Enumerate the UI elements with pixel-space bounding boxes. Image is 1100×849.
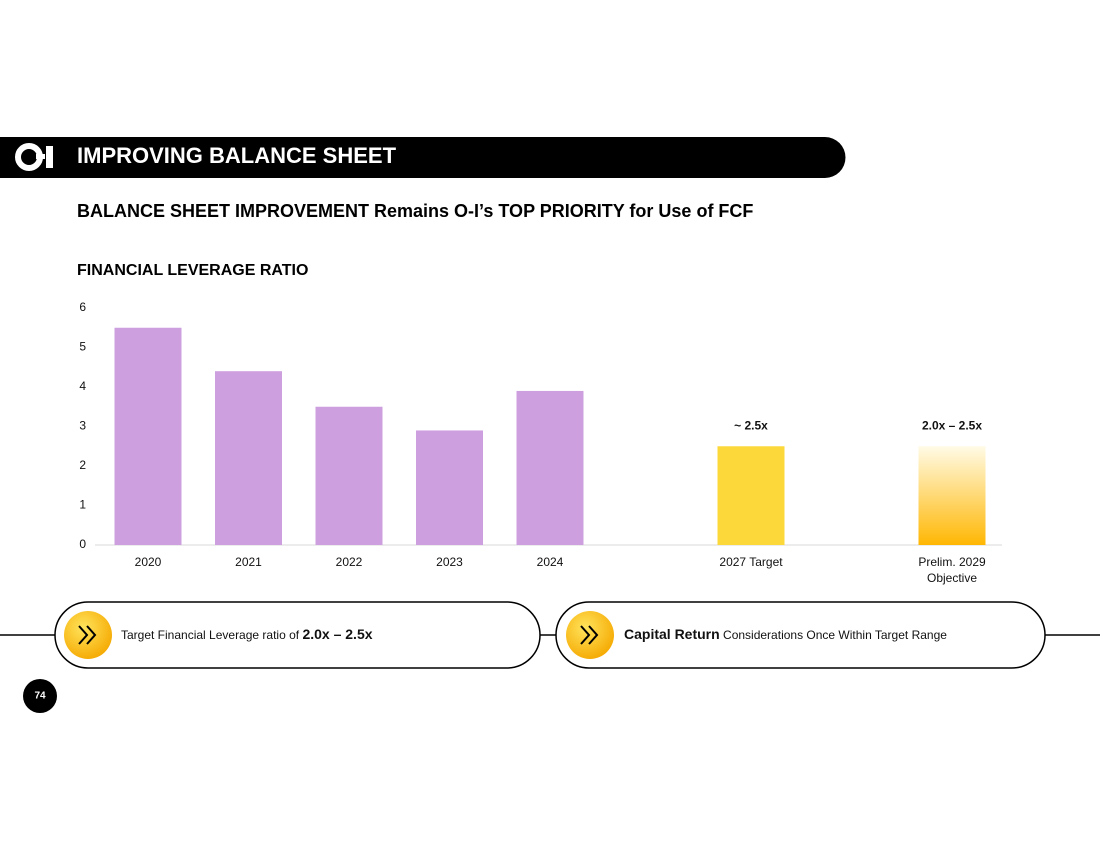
- callout-text: Target Financial Leverage ratio of: [121, 628, 300, 642]
- x-tick-label: 2020: [134, 555, 162, 569]
- y-tick-label: 5: [79, 340, 86, 354]
- y-tick-label: 3: [79, 419, 86, 433]
- bar: [315, 406, 383, 545]
- x-tick-label: 2027 Target: [719, 555, 783, 569]
- x-tick-label: 2023: [436, 555, 463, 569]
- y-tick-label: 6: [79, 300, 86, 314]
- callout-pill: [555, 601, 1046, 669]
- header-bar: [0, 137, 846, 178]
- callout-text: Considerations Once Within Target Range: [723, 628, 947, 642]
- chart-title: FINANCIAL LEVERAGE RATIO: [77, 262, 308, 279]
- subtitle: BALANCE SHEET IMPROVEMENT Remains O-I’s …: [77, 201, 753, 221]
- logo: [15, 143, 53, 171]
- y-tick-label: 2: [79, 458, 86, 472]
- y-tick-label: 0: [79, 537, 86, 551]
- callout-highlight: 2.0x – 2.5x: [302, 626, 373, 642]
- bar: [516, 390, 584, 545]
- value-label: 2.0x – 2.5x: [922, 418, 982, 432]
- x-tick-label: Prelim. 2029 Objective: [918, 555, 986, 585]
- page-number: 74: [34, 691, 46, 702]
- bar: [918, 446, 986, 545]
- bar: [215, 371, 282, 545]
- x-tick-label: 2022: [335, 555, 363, 569]
- x-tick-label: 2024: [536, 555, 564, 569]
- value-label: ~ 2.5x: [734, 418, 768, 432]
- y-tick-label: 1: [79, 498, 86, 512]
- bar: [114, 327, 182, 545]
- callout-highlight: Capital Return: [624, 626, 720, 642]
- bar: [717, 446, 785, 545]
- bar: [416, 430, 483, 545]
- callout-pill: [54, 601, 541, 669]
- chevron-icon: [64, 611, 112, 659]
- callout: Target Financial Leverage ratio of 2.0x …: [121, 626, 373, 642]
- x-tick-label: 2021: [235, 555, 262, 569]
- page-badge: [23, 679, 57, 713]
- callout: Capital Return Considerations Once Withi…: [624, 626, 947, 642]
- chevron-icon: [566, 611, 614, 659]
- y-tick-label: 4: [79, 379, 86, 393]
- header-title: IMPROVING BALANCE SHEET: [77, 143, 397, 168]
